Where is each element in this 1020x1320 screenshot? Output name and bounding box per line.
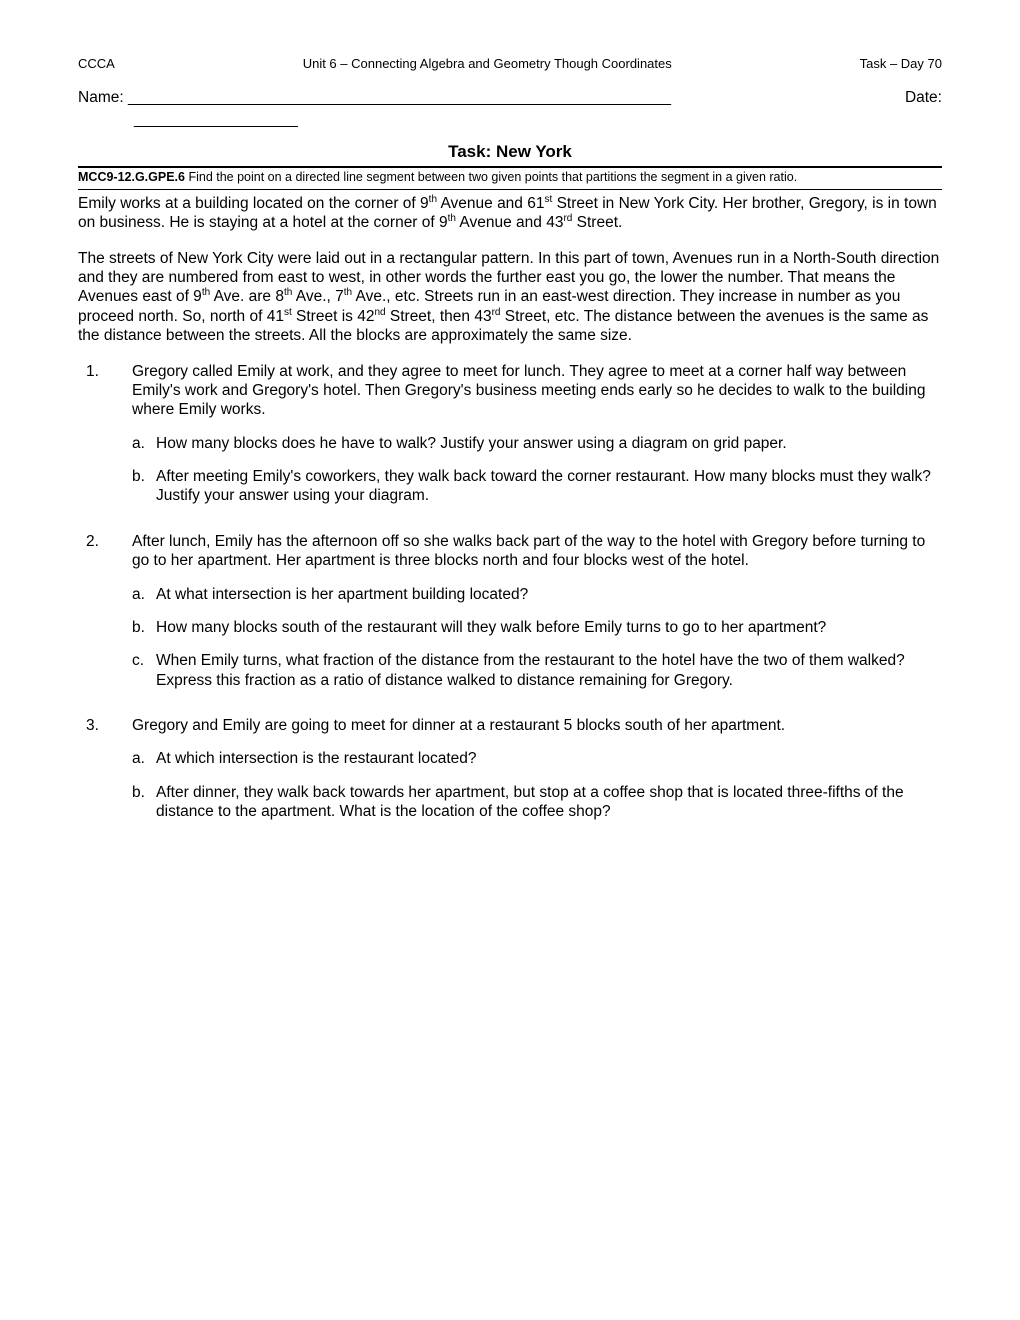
sub-question-text: After meeting Emily's coworkers, they wa… xyxy=(156,468,931,504)
question-number: 2. xyxy=(86,532,99,551)
question-list: 1. Gregory called Emily at work, and they… xyxy=(78,362,942,822)
question-number: 3. xyxy=(86,716,99,735)
date-label: Date: xyxy=(905,88,942,107)
sub-question-item: b. How many blocks south of the restauran… xyxy=(132,618,942,637)
sub-question-letter: c. xyxy=(132,651,144,670)
date-blank-line: ___________________ xyxy=(134,110,942,129)
sub-question-text: When Emily turns, what fraction of the d… xyxy=(156,652,905,688)
question-number: 1. xyxy=(86,362,99,381)
sub-question-list: a. At which intersection is the restauran… xyxy=(114,749,942,821)
sub-question-text: After dinner, they walk back towards her… xyxy=(156,784,904,820)
sub-question-letter: b. xyxy=(132,467,145,486)
sub-question-item: a. How many blocks does he have to walk? … xyxy=(132,434,942,453)
sub-question-text: How many blocks south of the restaurant … xyxy=(156,619,826,636)
name-date-row: Name: __________________________________… xyxy=(78,88,942,107)
sub-question-item: b. After meeting Emily's coworkers, they … xyxy=(132,467,942,506)
sub-question-letter: a. xyxy=(132,585,145,604)
question-text: Gregory and Emily are going to meet for … xyxy=(132,716,942,735)
sub-question-letter: b. xyxy=(132,618,145,637)
header-right: Task – Day 70 xyxy=(860,56,942,72)
sub-question-list: a. At what intersection is her apartment … xyxy=(114,585,942,691)
intro-paragraph-1: Emily works at a building located on the… xyxy=(78,194,942,233)
standard-line: MCC9-12.G.GPE.6 Find the point on a dire… xyxy=(78,168,942,189)
question-item: 3.Gregory and Emily are going to meet fo… xyxy=(114,716,942,822)
question-text: After lunch, Emily has the afternoon off… xyxy=(132,532,942,571)
name-label: Name: __________________________________… xyxy=(78,88,671,107)
header-left: CCCA xyxy=(78,56,115,72)
sub-question-letter: b. xyxy=(132,783,145,802)
standard-text: Find the point on a directed line segmen… xyxy=(185,170,797,184)
sub-question-text: How many blocks does he have to walk? Ju… xyxy=(156,435,787,452)
question-item: 1.Gregory called Emily at work, and they… xyxy=(114,362,942,506)
sub-question-item: a. At which intersection is the restauran… xyxy=(132,749,942,768)
question-text: Gregory called Emily at work, and they a… xyxy=(132,362,942,420)
sub-question-list: a. How many blocks does he have to walk? … xyxy=(114,434,942,506)
sub-question-item: c. When Emily turns, what fraction of the… xyxy=(132,651,942,690)
sub-question-letter: a. xyxy=(132,434,145,453)
standard-code: MCC9-12.G.GPE.6 xyxy=(78,170,185,184)
sub-question-text: At what intersection is her apartment bu… xyxy=(156,586,528,603)
sub-question-item: a. At what intersection is her apartment … xyxy=(132,585,942,604)
sub-question-item: b. After dinner, they walk back towards h… xyxy=(132,783,942,822)
intro-paragraph-2: The streets of New York City were laid o… xyxy=(78,249,942,346)
divider-bottom xyxy=(78,189,942,190)
sub-question-letter: a. xyxy=(132,749,145,768)
question-item: 2.After lunch, Emily has the afternoon o… xyxy=(114,532,942,690)
sub-question-text: At which intersection is the restaurant … xyxy=(156,750,477,767)
page-header: CCCA Unit 6 – Connecting Algebra and Geo… xyxy=(78,56,942,72)
task-title: Task: New York xyxy=(78,141,942,162)
header-center: Unit 6 – Connecting Algebra and Geometry… xyxy=(303,56,672,72)
